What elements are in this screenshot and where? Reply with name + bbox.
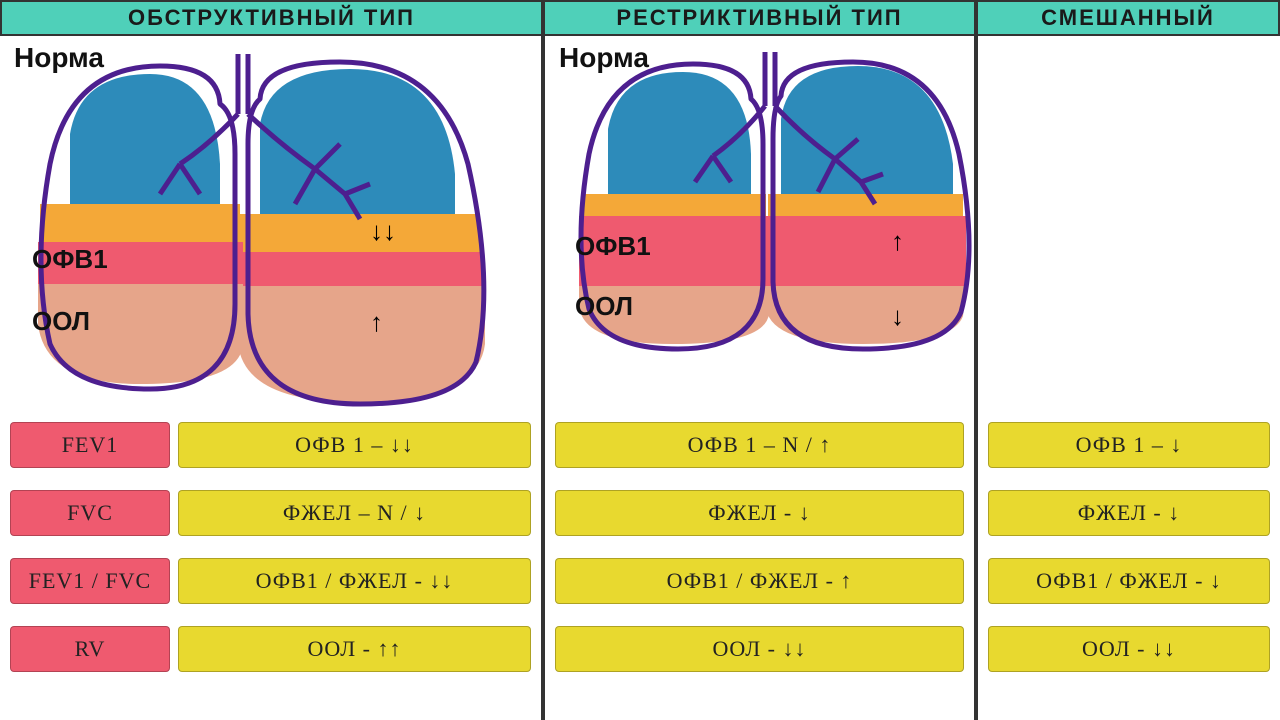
table-row: FVC ФЖЕЛ – N / ↓ [10, 490, 531, 536]
table-row: ОФВ 1 – N / ↑ [555, 422, 964, 468]
table-row: FEV1 / FVC ОФВ1 / ФЖЕЛ - ↓↓ [10, 558, 531, 604]
row-key: FEV1 / FVC [10, 558, 170, 604]
row-val: ФЖЕЛ - ↓ [988, 490, 1270, 536]
arrow-down-icon: ↓ [891, 301, 904, 332]
lung2-band-label-ool: ООЛ [575, 291, 633, 322]
row-val: ОФВ 1 – N / ↑ [555, 422, 964, 468]
arrow-up-icon: ↑ [891, 226, 904, 257]
panel-mixed [976, 36, 1280, 416]
row-val: ФЖЕЛ - ↓ [555, 490, 964, 536]
table-row: ООЛ - ↓↓ [988, 626, 1270, 672]
row-val: ОФВ1 / ФЖЕЛ - ↓↓ [178, 558, 531, 604]
table-col-2: ОФВ 1 – N / ↑ ФЖЕЛ - ↓ ОФВ1 / ФЖЕЛ - ↑ О… [543, 416, 976, 720]
row-val: ОФВ1 / ФЖЕЛ - ↑ [555, 558, 964, 604]
table-row: RV ООЛ - ↑↑ [10, 626, 531, 672]
table-col-3: ОФВ 1 – ↓ ФЖЕЛ - ↓ ОФВ1 / ФЖЕЛ - ↓ ООЛ -… [976, 416, 1280, 720]
panel-obstructive: Норма [0, 36, 543, 416]
lung-diagram-obstructive [10, 44, 500, 419]
table-row: ОФВ1 / ФЖЕЛ - ↑ [555, 558, 964, 604]
header-obstructive: ОБСТРУКТИВНЫЙ ТИП [0, 0, 543, 36]
row-key: FVC [10, 490, 170, 536]
row-val: ООЛ - ↓↓ [988, 626, 1270, 672]
table-row: ФЖЕЛ - ↓ [555, 490, 964, 536]
row-val: ОФВ 1 – ↓ [988, 422, 1270, 468]
row-key: RV [10, 626, 170, 672]
table-row: ФЖЕЛ - ↓ [988, 490, 1270, 536]
row-val: ООЛ - ↑↑ [178, 626, 531, 672]
header-restrictive: РЕСТРИКТИВНЫЙ ТИП [543, 0, 976, 36]
lung-band-label-ool: ООЛ [32, 306, 90, 337]
lung2-band-label-ofv1: ОФВ1 [575, 231, 651, 262]
arrow-down-double-icon: ↓↓ [370, 216, 396, 247]
panel-restrictive: Норма ОФВ1 [543, 36, 976, 416]
table-col-1: FEV1 ОФВ 1 – ↓↓ FVC ФЖЕЛ – N / ↓ FEV1 / … [0, 416, 543, 720]
table-row: ОФВ1 / ФЖЕЛ - ↓ [988, 558, 1270, 604]
lung1-arrows: ↓↓ ↑ [370, 216, 396, 338]
table-row: FEV1 ОФВ 1 – ↓↓ [10, 422, 531, 468]
row-val: ООЛ - ↓↓ [555, 626, 964, 672]
lung2-arrows: ↑ ↓ [891, 226, 904, 332]
lung-diagram-restrictive [553, 44, 973, 389]
row-key: FEV1 [10, 422, 170, 468]
table-row: ООЛ - ↓↓ [555, 626, 964, 672]
infographic-grid: ОБСТРУКТИВНЫЙ ТИП РЕСТРИКТИВНЫЙ ТИП СМЕШ… [0, 0, 1280, 720]
table-row: ОФВ 1 – ↓ [988, 422, 1270, 468]
row-val: ФЖЕЛ – N / ↓ [178, 490, 531, 536]
header-mixed: СМЕШАННЫЙ [976, 0, 1280, 36]
arrow-up-icon: ↑ [370, 307, 396, 338]
row-val: ОФВ1 / ФЖЕЛ - ↓ [988, 558, 1270, 604]
lung-band-label-ofv1: ОФВ1 [32, 244, 108, 275]
row-val: ОФВ 1 – ↓↓ [178, 422, 531, 468]
